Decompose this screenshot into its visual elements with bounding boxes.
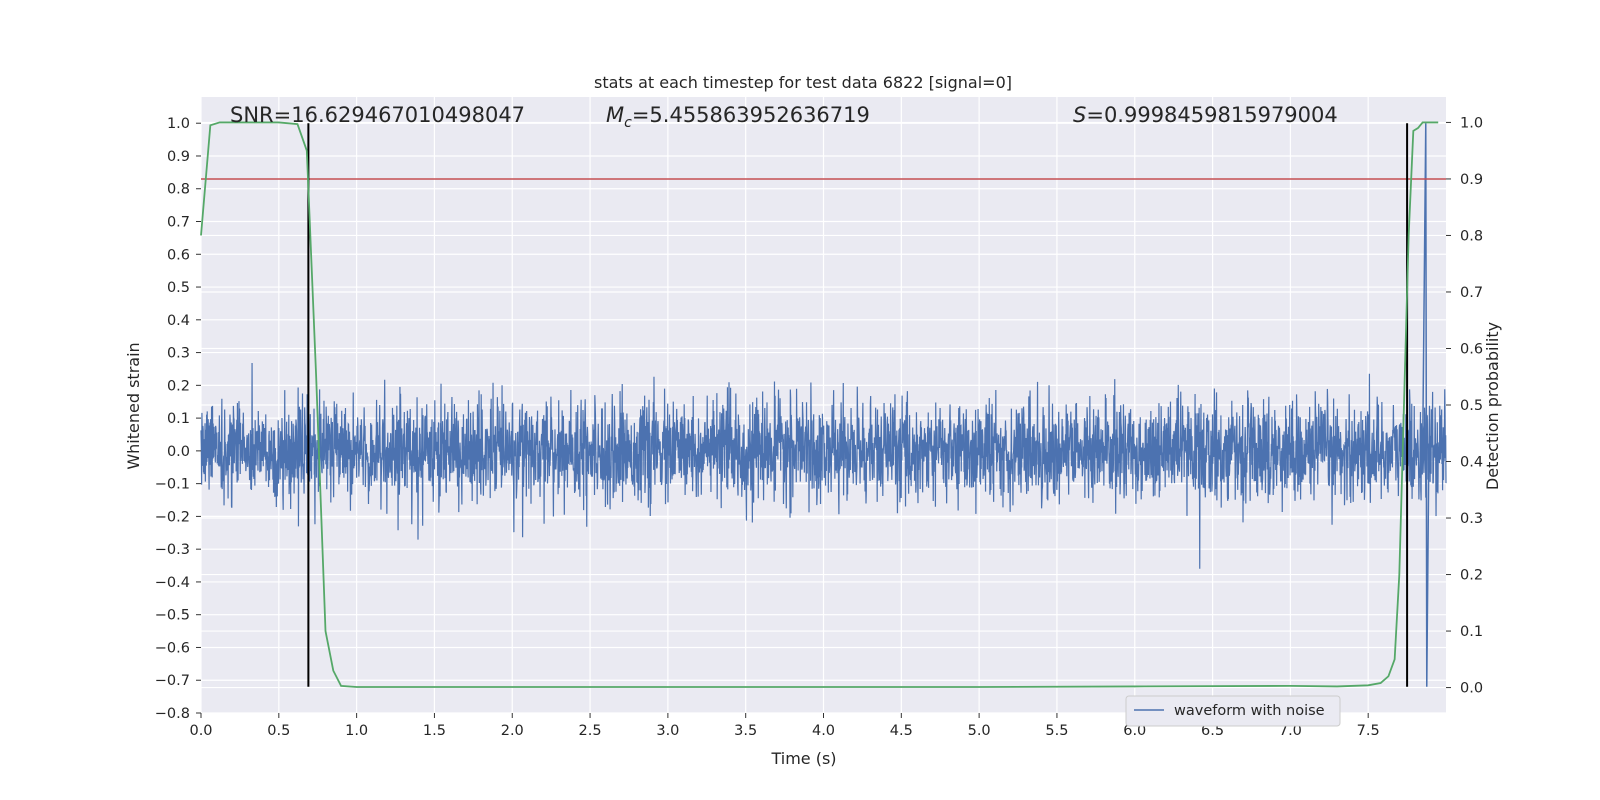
axes: 0.0 0.5 1.0 1.5 2.0 2.5 3.0 3.5 4.0 4.5 5.0 5.5 6.0 6… <box>155 115 1483 739</box>
x-tick-label: 3.5 <box>734 723 757 739</box>
y-axis-label-left: Whitened strain <box>124 342 143 469</box>
y-left-tick-label: 0.8 <box>167 182 190 198</box>
x-tick-label: 4.0 <box>812 723 835 739</box>
legend: waveform with noise <box>1125 695 1341 727</box>
y-right-tick-label: 0.5 <box>1460 398 1483 414</box>
x-tick-label: 0.0 <box>189 723 212 739</box>
y-left-tick-label: −0.5 <box>155 608 190 624</box>
legend-label-waveform: waveform with noise <box>1174 703 1325 719</box>
y-left-tick-label: −0.6 <box>155 640 190 656</box>
x-tick-label: 2.0 <box>501 723 524 739</box>
probability-line <box>200 121 1439 688</box>
s-symbol: S <box>1073 103 1086 127</box>
mc-subscript: c <box>624 115 632 131</box>
y-left-tick-label: −0.8 <box>155 706 190 722</box>
x-tick-label: 7.0 <box>1279 723 1302 739</box>
x-tick-label: 6.5 <box>1201 723 1224 739</box>
y-right-tick-label: 0.7 <box>1460 285 1483 301</box>
x-tick-label: 1.0 <box>345 723 368 739</box>
mc-value: =5.455863952636719 <box>632 103 870 127</box>
s-annotation: S=0.9998459815979004 <box>1073 103 1338 127</box>
y-right-tick-label: 0.2 <box>1460 568 1483 584</box>
y-right-tick-label: 0.6 <box>1460 341 1483 357</box>
y-right-tick-label: 1.0 <box>1460 115 1483 131</box>
mc-annotation: Mc=5.455863952636719 <box>606 103 870 131</box>
y-left-tick-label: 0.6 <box>167 247 190 263</box>
y-axis-label-right: Detection probability <box>1483 322 1502 490</box>
x-tick-label: 7.5 <box>1357 723 1380 739</box>
overlays <box>200 121 1446 688</box>
y-left-tick-label: 0.1 <box>167 411 190 427</box>
x-tick-label: 6.0 <box>1123 723 1146 739</box>
x-axis-label: Time (s) <box>770 749 836 768</box>
y-left-tick-label: −0.1 <box>155 477 190 493</box>
x-tick-label: 5.0 <box>968 723 991 739</box>
y-left-tick-label: 0.5 <box>167 280 190 296</box>
s-value: =0.9998459815979004 <box>1086 103 1337 127</box>
x-tick-label: 2.5 <box>579 723 602 739</box>
waveform-line <box>200 362 1447 569</box>
waveform-series <box>200 123 1447 687</box>
snr-annotation: SNR=16.629467010498047 <box>230 103 525 127</box>
y-left-tick-label: 0.2 <box>167 378 190 394</box>
y-right-tick-label: 0.3 <box>1460 511 1483 527</box>
y-left-tick-label: 0.4 <box>167 313 190 329</box>
y-right-tick-label: 0.8 <box>1460 228 1483 244</box>
y-left-tick-label: 0.0 <box>167 444 190 460</box>
waveform-spike <box>1421 123 1430 687</box>
x-tick-label: 3.0 <box>656 723 679 739</box>
x-tick-label: 0.5 <box>267 723 290 739</box>
x-tick-label: 4.5 <box>890 723 913 739</box>
legend-box <box>1125 695 1341 727</box>
y-left-tick-label: 0.7 <box>167 215 190 231</box>
chart-title: stats at each timestep for test data 682… <box>594 73 1012 92</box>
y-left-tick-label: −0.3 <box>155 542 190 558</box>
x-tick-label: 1.5 <box>423 723 446 739</box>
mc-symbol: M <box>606 103 624 127</box>
y-right-tick-label: 0.0 <box>1460 681 1483 697</box>
y-right-tick-label: 0.9 <box>1460 172 1483 188</box>
y-left-tick-label: 0.9 <box>167 149 190 165</box>
y-left-tick-label: 0.3 <box>167 346 190 362</box>
y-left-tick-label: 1.0 <box>167 116 190 132</box>
x-tick-label: 5.5 <box>1045 723 1068 739</box>
y-left-tick-label: −0.7 <box>155 673 190 689</box>
y-left-tick-label: −0.4 <box>155 575 190 591</box>
y-right-tick-label: 0.1 <box>1460 624 1483 640</box>
y-right-tick-label: 0.4 <box>1460 455 1483 471</box>
y-left-tick-label: −0.2 <box>155 509 190 525</box>
